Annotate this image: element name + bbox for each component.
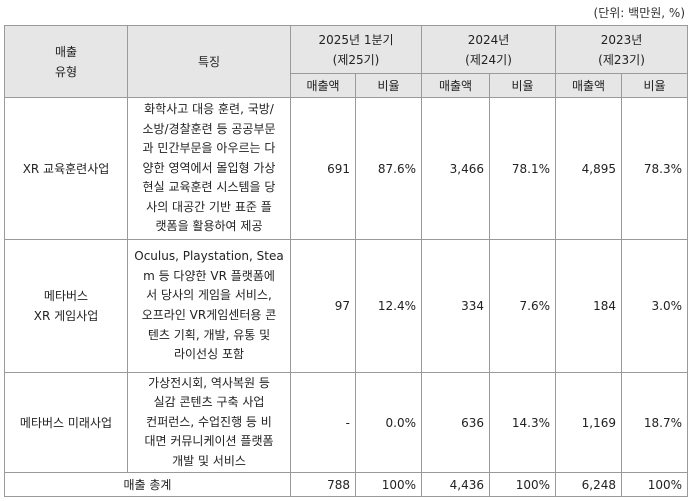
row-desc: 화학사고 대응 훈련, 국방/ 소방/경찰훈련 등 공공부문 과 민간부문을 아… bbox=[127, 97, 291, 240]
header-sales: 매출액 bbox=[555, 73, 623, 98]
table-row: 메타버스 미래사업 가상전시회, 역사복원 등 실감 콘텐츠 구축 사업 컨퍼런… bbox=[4, 372, 689, 473]
cell-ratio: 12.4% bbox=[354, 239, 423, 373]
desc-line: 사의 대공간 기반 표준 플 bbox=[146, 199, 272, 214]
table-row: 메타버스 XR 게임사업 Oculus, Playstation, Stea m… bbox=[4, 239, 689, 373]
total-label: 매출 총계 bbox=[4, 472, 291, 497]
desc-line: 양한 영역에서 몰입형 가상 bbox=[142, 160, 276, 175]
cell-sales: - bbox=[290, 372, 356, 473]
unit-note: (단위: 백만원, %) bbox=[593, 6, 685, 20]
total-sales: 788 bbox=[290, 472, 356, 497]
cell-sales: 334 bbox=[421, 239, 491, 373]
cell-sales: 184 bbox=[555, 239, 623, 373]
desc-line: 대면 커뮤니케이션 플랫폼 bbox=[144, 434, 274, 449]
desc-line: 실감 콘텐츠 구축 사업 bbox=[153, 395, 265, 410]
header-sales-type: 매출 유형 bbox=[4, 25, 128, 98]
row-desc: 가상전시회, 역사복원 등 실감 콘텐츠 구축 사업 컨퍼런스, 수업진행 등 … bbox=[127, 372, 291, 473]
cell-ratio: 14.3% bbox=[489, 372, 557, 473]
desc-line: Oculus, Playstation, Stea bbox=[134, 249, 284, 264]
cell-ratio: 78.3% bbox=[621, 97, 689, 240]
period-year: 2023년 bbox=[600, 32, 643, 47]
desc-line: 화학사고 대응 훈련, 국방/ bbox=[144, 101, 274, 116]
total-sales: 4,436 bbox=[421, 472, 491, 497]
desc-line: 가상전시회, 역사복원 등 bbox=[148, 375, 270, 390]
cell-sales: 3,466 bbox=[421, 97, 491, 240]
period-term: (제23기) bbox=[598, 52, 645, 67]
row-type: XR 교육훈련사업 bbox=[4, 97, 128, 240]
desc-line: 개발 및 서비스 bbox=[172, 453, 246, 468]
header-type-line1: 매출 bbox=[54, 44, 78, 59]
cell-ratio: 78.1% bbox=[489, 97, 557, 240]
cell-ratio: 0.0% bbox=[354, 372, 423, 473]
desc-line: 과 민간부문을 아우르는 다 bbox=[142, 141, 276, 156]
cell-ratio: 18.7% bbox=[621, 372, 689, 473]
cell-sales: 4,895 bbox=[555, 97, 623, 240]
cell-ratio: 7.6% bbox=[489, 239, 557, 373]
desc-line: 컨퍼런스, 수업진행 등 비 bbox=[146, 414, 272, 429]
cell-ratio: 3.0% bbox=[621, 239, 689, 373]
total-sales: 6,248 bbox=[555, 472, 623, 497]
type-line2: XR 게임사업 bbox=[33, 309, 99, 323]
header-sales: 매출액 bbox=[290, 73, 356, 98]
type-line1: 메타버스 bbox=[43, 289, 89, 303]
desc-line: 텐츠 기획, 개발, 유통 및 bbox=[147, 327, 271, 342]
desc-line: 오프라인 VR게임센터용 콘 bbox=[141, 308, 277, 322]
desc-line: 소방/경찰훈련 등 공공부문 bbox=[142, 121, 276, 136]
desc-line: 랫폼을 활용하여 제공 bbox=[155, 219, 263, 234]
type-line1: XR 교육훈련사업 bbox=[22, 161, 110, 176]
row-desc: Oculus, Playstation, Stea m 등 다양한 VR 플랫폼… bbox=[127, 239, 291, 373]
table-row: XR 교육훈련사업 화학사고 대응 훈련, 국방/ 소방/경찰훈련 등 공공부문… bbox=[4, 97, 689, 240]
desc-line: 라이선싱 포함 bbox=[173, 347, 245, 362]
header-period-2025q1: 2025년 1분기 (제25기) bbox=[289, 25, 423, 74]
header-sales: 매출액 bbox=[421, 73, 491, 98]
cell-sales: 97 bbox=[290, 239, 356, 373]
header-type-line2: 유형 bbox=[54, 64, 78, 79]
total-row: 매출 총계 788 100% 4,436 100% 6,248 100% bbox=[4, 472, 689, 497]
desc-line: 현실 교육훈련 시스템을 당 bbox=[142, 180, 276, 195]
period-year: 2024년 bbox=[467, 32, 510, 47]
desc-line: 서 당사의 게임을 서비스, bbox=[146, 288, 272, 303]
cell-ratio: 87.6% bbox=[354, 97, 423, 240]
cell-sales: 1,169 bbox=[555, 372, 623, 473]
cell-sales: 691 bbox=[290, 97, 356, 240]
total-ratio: 100% bbox=[354, 472, 423, 497]
cell-sales: 636 bbox=[421, 372, 491, 473]
row-type: 메타버스 미래사업 bbox=[4, 372, 128, 473]
period-year: 2025년 1분기 bbox=[318, 32, 394, 47]
header-ratio: 비율 bbox=[354, 73, 423, 98]
header-period-2023: 2023년 (제23기) bbox=[555, 25, 689, 74]
row-type: 메타버스 XR 게임사업 bbox=[4, 239, 128, 373]
header-ratio: 비율 bbox=[621, 73, 689, 98]
header-feature: 특징 bbox=[127, 25, 291, 98]
desc-line: m 등 다양한 VR 플랫폼에 bbox=[143, 268, 275, 283]
period-term: (제25기) bbox=[332, 52, 380, 67]
total-ratio: 100% bbox=[621, 472, 689, 497]
sales-by-type-table: 매출 유형 특징 2025년 1분기 (제25기) 2024년 (제24기) 2… bbox=[4, 25, 689, 497]
total-ratio: 100% bbox=[489, 472, 557, 497]
period-term: (제24기) bbox=[465, 52, 512, 67]
type-line1: 메타버스 미래사업 bbox=[19, 415, 113, 430]
header-ratio: 비율 bbox=[489, 73, 557, 98]
header-period-2024: 2024년 (제24기) bbox=[421, 25, 557, 74]
